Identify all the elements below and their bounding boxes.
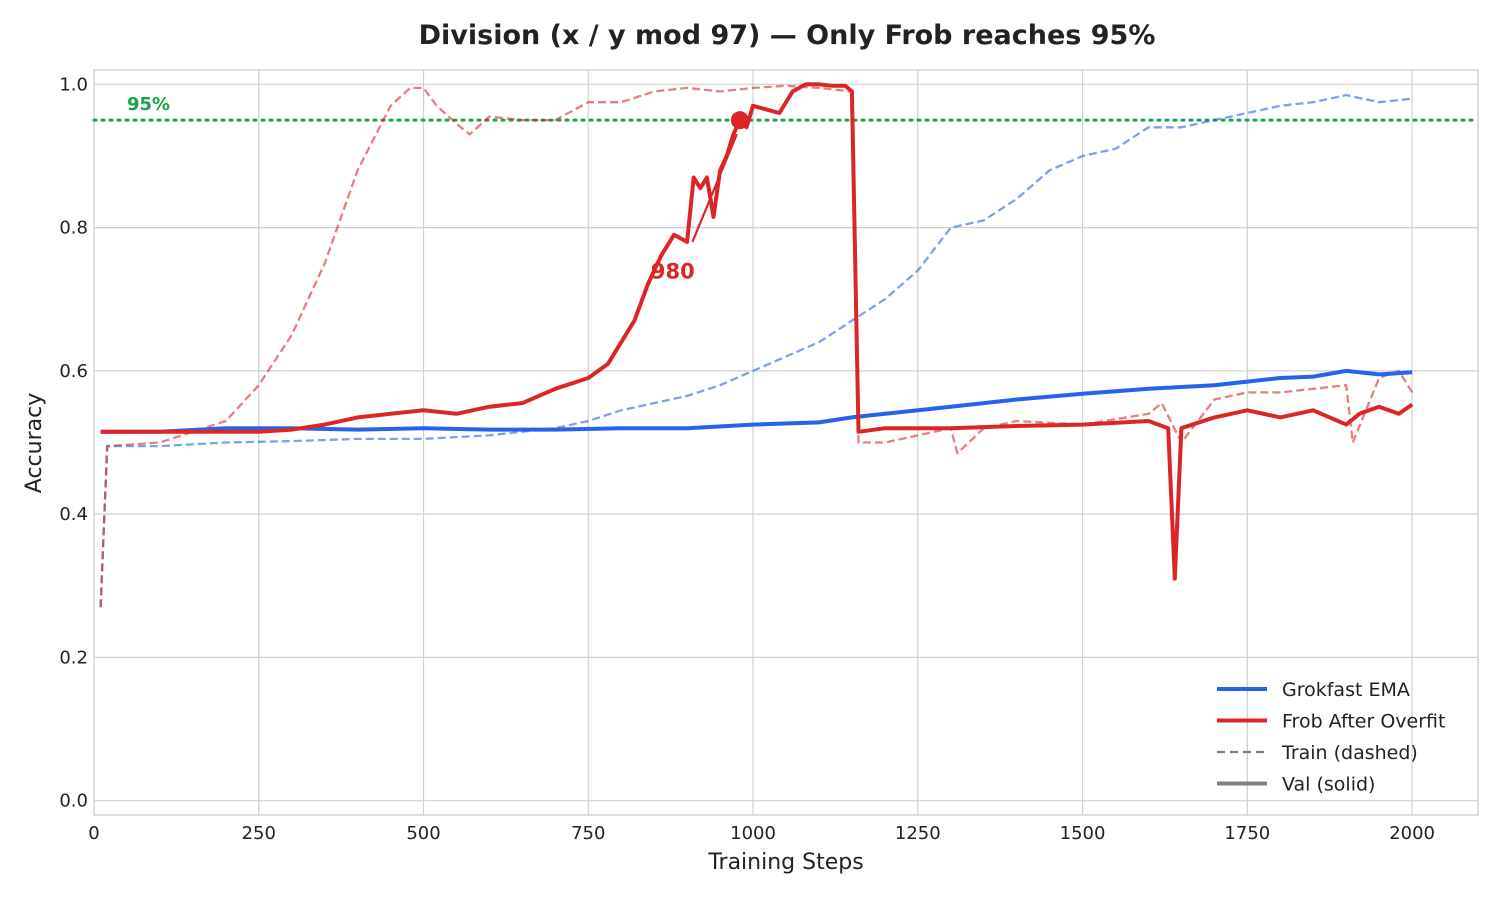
x-tick-label: 1000: [730, 823, 776, 844]
x-tick-label: 500: [406, 823, 440, 844]
y-axis-label: Accuracy: [22, 393, 47, 493]
y-tick-label: 0.4: [59, 504, 88, 525]
x-axis-label: Training Steps: [707, 850, 863, 875]
x-tick-label: 750: [571, 823, 605, 844]
grokfast-ema-val-line: [100, 368, 1413, 434]
x-tick-label: 1750: [1224, 823, 1270, 844]
x-tick-label: 0: [88, 823, 99, 844]
tick-labels: 0 250 500 750 1000 1250 1500 1750 2000 0.0 0.2 0.4 0…: [59, 74, 1435, 844]
legend-label-frob-after-overfit: Frob After Overfit: [1282, 711, 1445, 733]
annotation-group: 980: [651, 111, 749, 284]
legend-label-grokfast-ema: Grokfast EMA: [1282, 679, 1410, 701]
x-tick-label: 250: [242, 823, 276, 844]
legend-label-val-solid: Val (solid): [1282, 774, 1375, 796]
y-tick-label: 0.6: [59, 361, 88, 382]
y-tick-label: 0.8: [59, 218, 88, 239]
legend: Grokfast EMA Frob After Overfit Train (das…: [1217, 679, 1445, 796]
chart-title: Division (x / y mod 97) — Only Frob reac…: [419, 20, 1156, 51]
annotation-marker: [730, 111, 749, 130]
y-tick-label: 0.2: [59, 647, 88, 668]
y-tick-label: 1.0: [59, 74, 88, 95]
threshold-group: 95%: [92, 94, 1480, 122]
legend-label-train-dashed: Train (dashed): [1281, 742, 1418, 764]
y-tick-label: 0.0: [59, 791, 88, 812]
annotation-arrow: [691, 133, 738, 243]
plot-area: [93, 69, 1479, 816]
x-tick-label: 2000: [1389, 823, 1435, 844]
x-tick-label: 1500: [1060, 823, 1106, 844]
frob-after-overfit-train-line: [99, 84, 1414, 608]
x-tick-label: 1250: [895, 823, 941, 844]
grid-lines: [93, 70, 1478, 815]
annotation-label: 980: [651, 260, 695, 284]
grokfast-ema-train-line: [99, 93, 1413, 608]
threshold-label: 95%: [127, 94, 170, 115]
